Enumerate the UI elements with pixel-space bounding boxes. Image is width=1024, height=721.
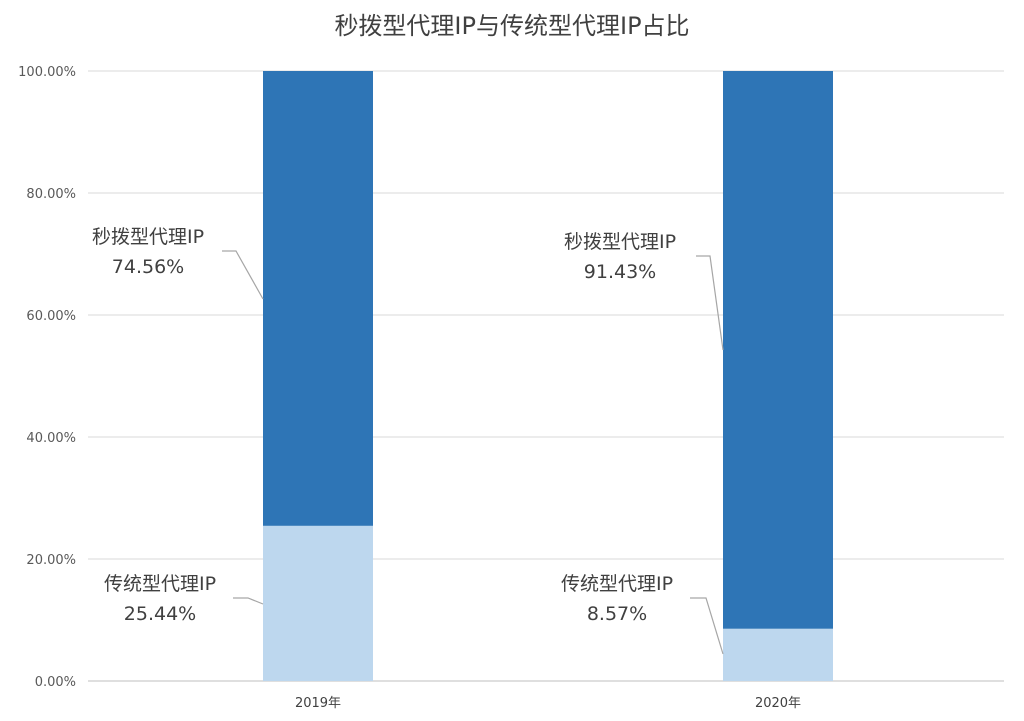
bar-segment	[263, 525, 373, 681]
leader-line	[222, 250, 264, 300]
bar-segment	[723, 628, 833, 681]
data-label-value: 74.56%	[112, 256, 184, 278]
leader-lines	[222, 250, 724, 655]
bar-segment	[723, 71, 833, 629]
data-label-series-name: 秒拨型代理IP	[564, 231, 676, 253]
data-label-value: 91.43%	[584, 261, 656, 283]
y-axis-ticks: 0.00% 20.00% 40.00% 60.00% 80.00% 100.00%	[18, 65, 76, 690]
data-label-series-name: 秒拨型代理IP	[92, 226, 204, 248]
y-tick-label: 80.00%	[26, 187, 76, 202]
data-label-series-name: 传统型代理IP	[561, 573, 673, 595]
chart-title: 秒拨型代理IP与传统型代理IP占比	[334, 12, 689, 40]
x-tick-label: 2019年	[295, 696, 341, 711]
leader-line	[690, 597, 724, 655]
bars	[263, 71, 833, 681]
data-label-value: 25.44%	[124, 603, 196, 625]
leader-line	[233, 597, 264, 605]
y-tick-label: 0.00%	[35, 675, 76, 690]
y-tick-label: 60.00%	[26, 309, 76, 324]
y-tick-label: 40.00%	[26, 431, 76, 446]
bar-segment	[263, 71, 373, 526]
data-label-series-name: 传统型代理IP	[104, 573, 216, 595]
x-axis-ticks: 2019年 2020年	[295, 696, 801, 711]
leader-line	[696, 255, 724, 351]
gridlines	[88, 70, 1004, 682]
y-tick-label: 100.00%	[18, 65, 76, 80]
data-label-value: 8.57%	[587, 603, 647, 625]
data-labels: 传统型代理IP 25.44% 传统型代理IP 8.57% 秒拨型代理IP 74.56% 秒拨…	[92, 226, 676, 625]
x-tick-label: 2020年	[755, 696, 801, 711]
y-tick-label: 20.00%	[26, 553, 76, 568]
